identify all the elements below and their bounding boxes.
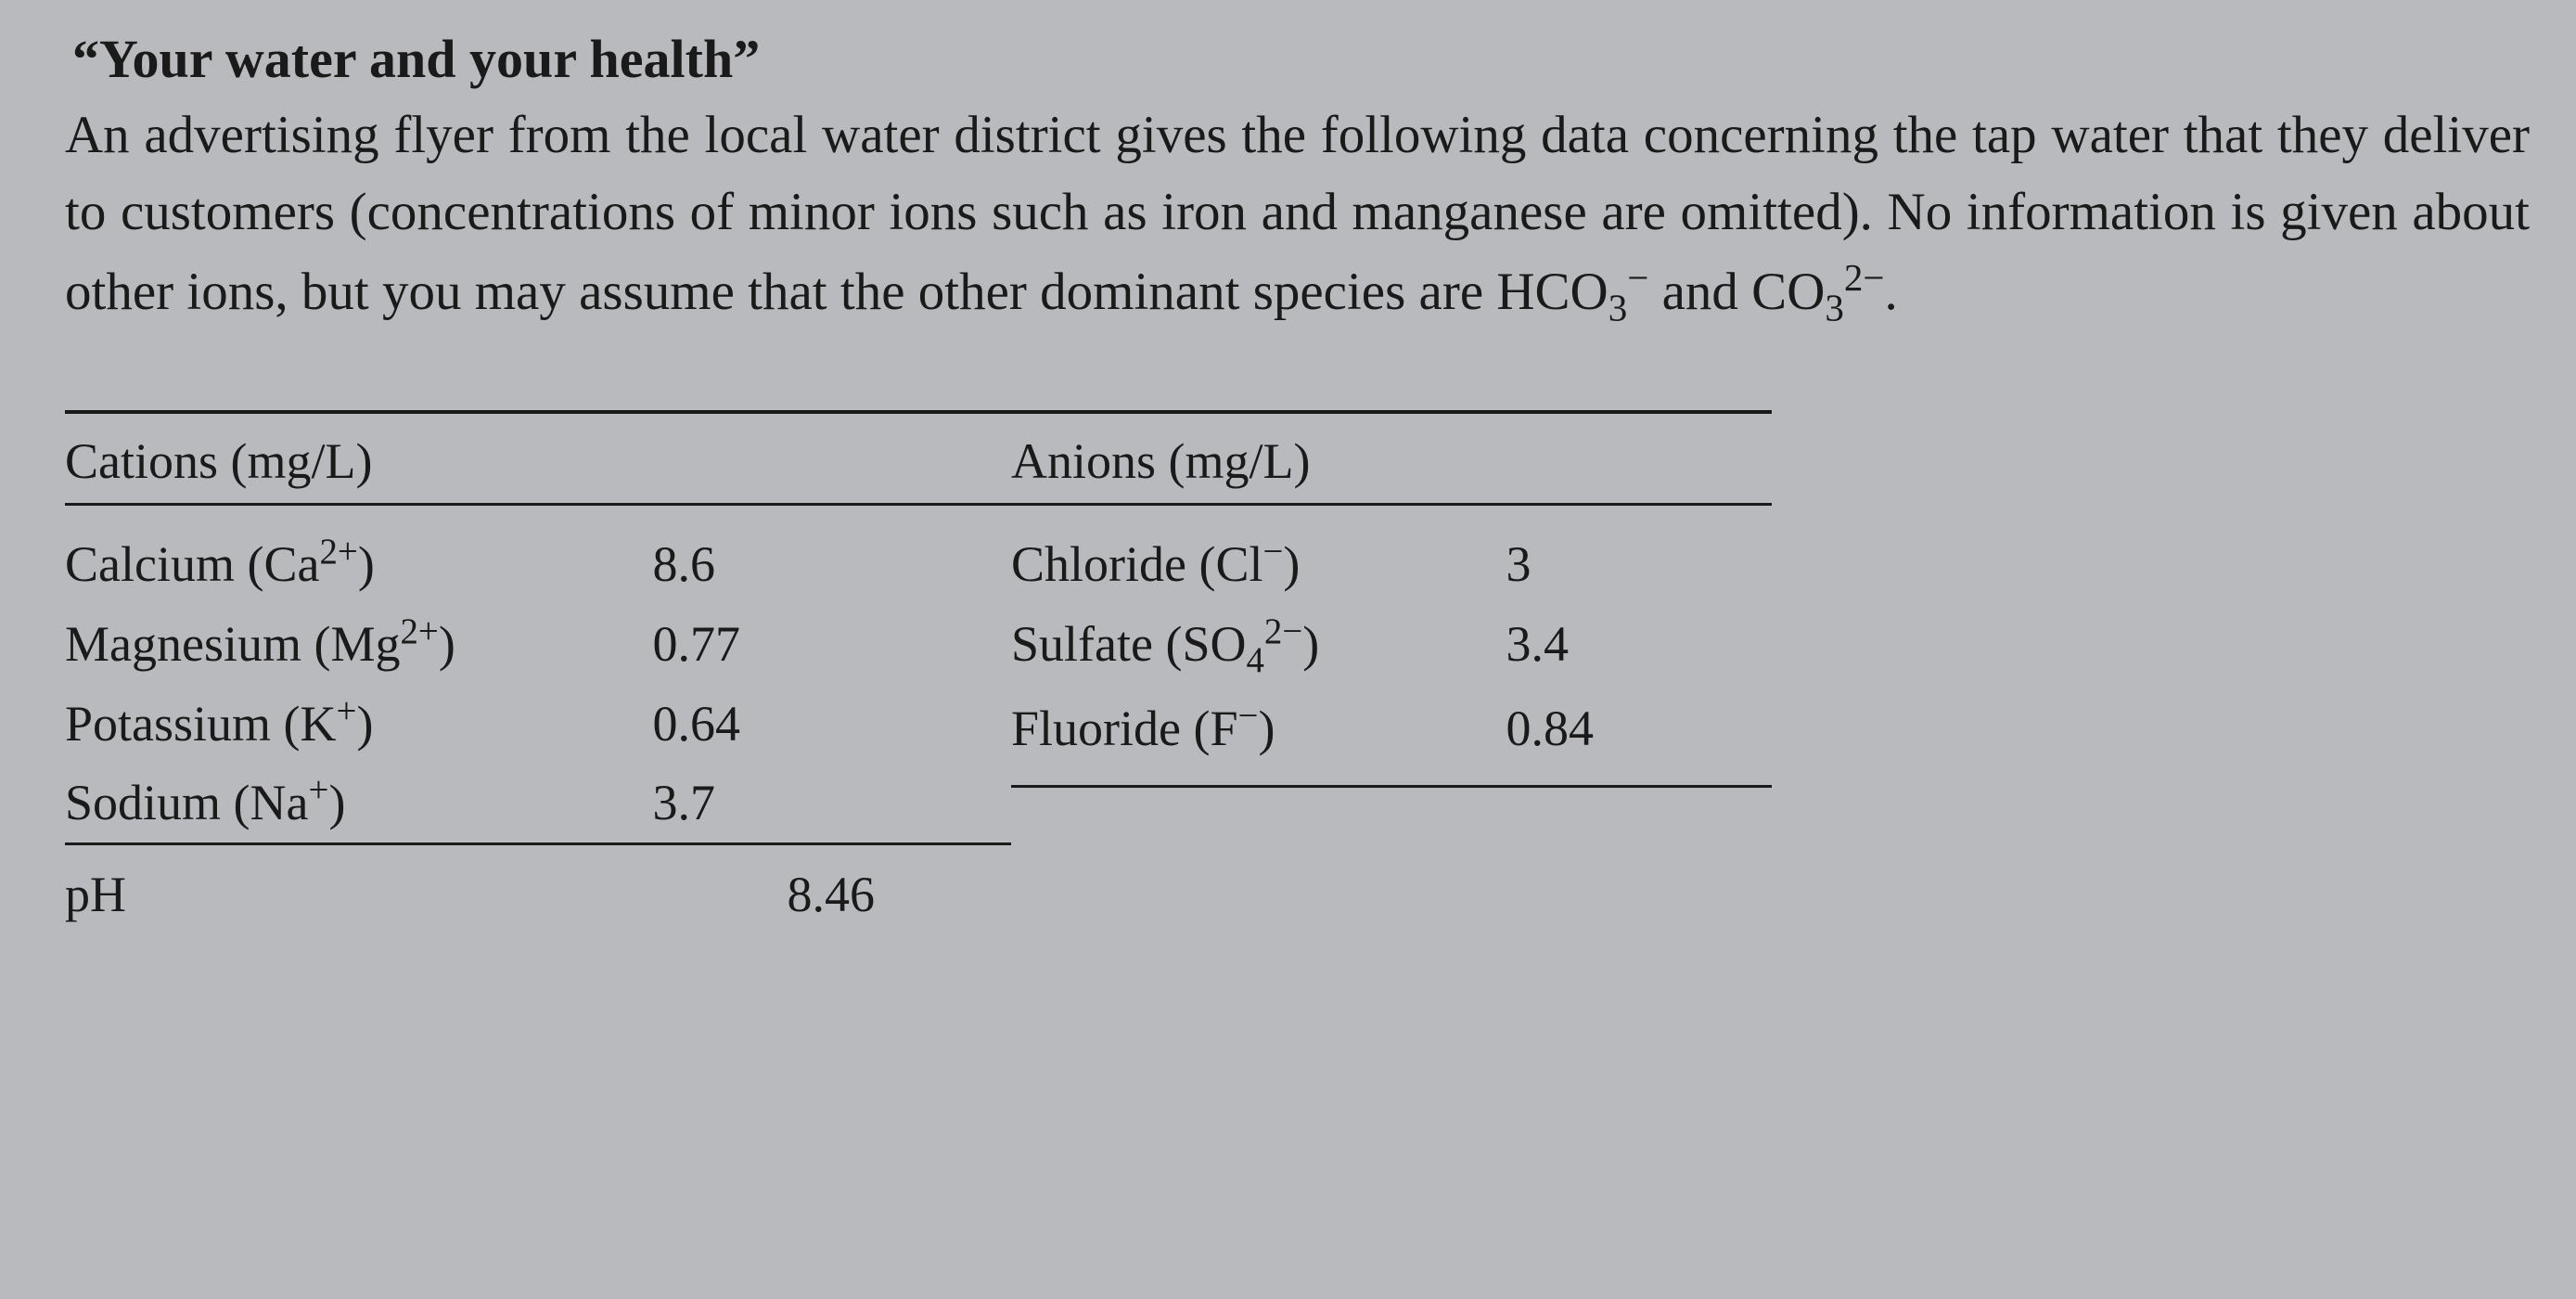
anion-name: Sulfate (SO42−): [1011, 604, 1493, 688]
anion-name: Fluoride (F−): [1011, 688, 1493, 768]
cations-column: Cations (mg/L) Calcium (Ca2+) 8.6 Magnes…: [65, 410, 1011, 923]
cation-name: Potassium (K+): [65, 684, 640, 764]
table-row: Sodium (Na+) 3.7: [65, 763, 1011, 842]
table-row: Calcium (Ca2+) 8.6: [65, 524, 1011, 604]
ph-value: 8.46: [788, 866, 876, 923]
paragraph-text-mid: and CO: [1648, 263, 1825, 321]
sup-2: 2−: [1844, 256, 1885, 299]
anion-name: Chloride (Cl−): [1011, 524, 1493, 604]
ph-label: pH: [65, 866, 775, 923]
cation-value: 3.7: [653, 765, 783, 842]
table-row: Magnesium (Mg2+) 0.77: [65, 604, 1011, 684]
anion-value: 3.4: [1506, 606, 1636, 684]
cation-name: Sodium (Na+): [65, 763, 640, 842]
cations-header: Cations (mg/L): [65, 410, 1011, 506]
anions-rows: Chloride (Cl−) 3 Sulfate (SO42−) 3.4 Flu…: [1011, 506, 1772, 787]
title-text: “Your water and your health”: [72, 29, 760, 89]
paragraph-text-end: .: [1885, 263, 1898, 321]
table-row: Potassium (K+) 0.64: [65, 684, 1011, 764]
table-row: Fluoride (F−) 0.84: [1011, 688, 1772, 768]
cation-name: Magnesium (Mg2+): [65, 604, 640, 684]
ion-table: Cations (mg/L) Calcium (Ca2+) 8.6 Magnes…: [37, 410, 1800, 923]
ph-row: pH 8.46: [65, 842, 1011, 923]
anion-value: 0.84: [1506, 690, 1636, 768]
paragraph: An advertising flyer from the local wate…: [37, 97, 2539, 336]
page-title: “Your water and your health”: [37, 28, 2539, 90]
anions-header: Anions (mg/L): [1011, 410, 1772, 506]
paragraph-text-1: An advertising flyer from the local wate…: [65, 106, 2530, 321]
cations-rows: Calcium (Ca2+) 8.6 Magnesium (Mg2+) 0.77…: [65, 506, 1011, 842]
cation-value: 8.6: [653, 526, 783, 604]
sub-1: 3: [1608, 287, 1628, 329]
cation-name: Calcium (Ca2+): [65, 524, 640, 604]
cation-value: 0.77: [653, 606, 783, 684]
anion-value: 3: [1506, 526, 1636, 604]
cation-value: 0.64: [653, 686, 783, 764]
table-row: Chloride (Cl−) 3: [1011, 524, 1772, 604]
table-row: Sulfate (SO42−) 3.4: [1011, 604, 1772, 688]
sup-1: −: [1627, 256, 1648, 299]
sub-2: 3: [1825, 287, 1844, 329]
anions-column: Anions (mg/L) Chloride (Cl−) 3 Sulfate (…: [1011, 410, 1772, 787]
